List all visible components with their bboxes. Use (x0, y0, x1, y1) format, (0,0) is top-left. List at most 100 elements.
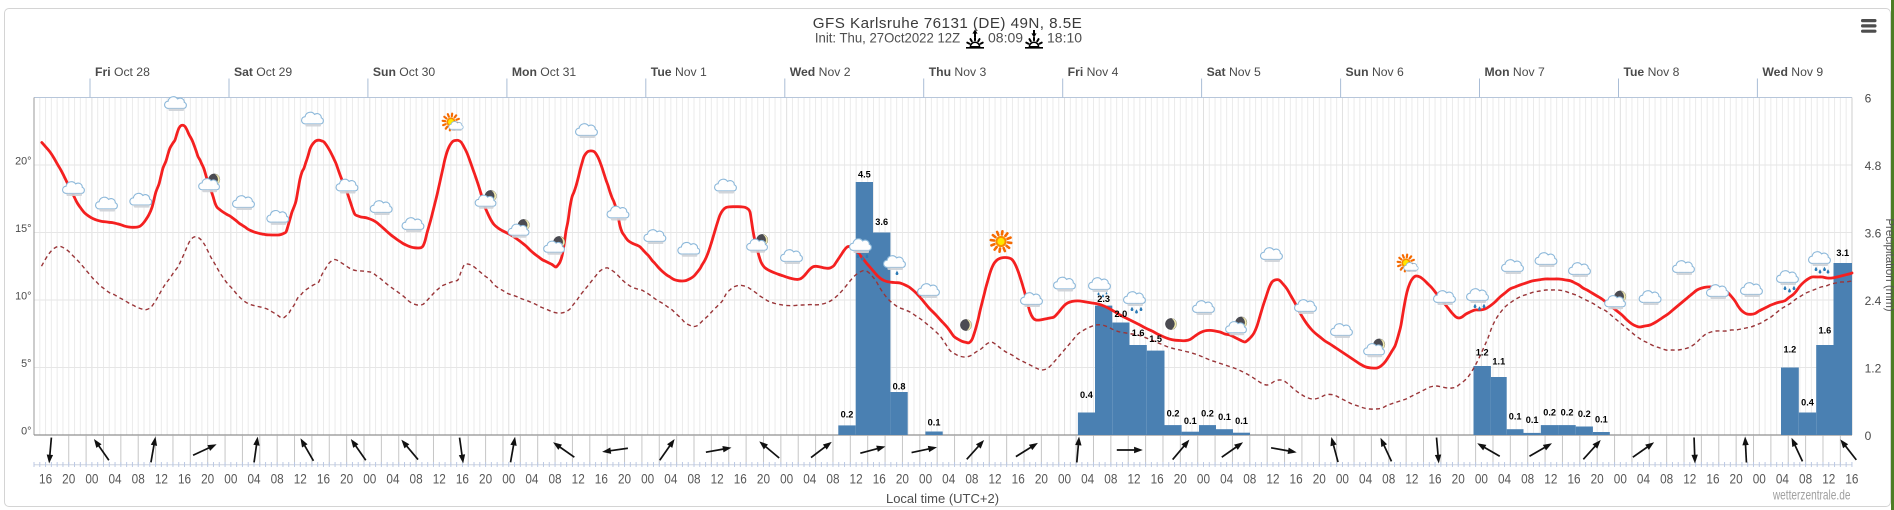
svg-text:04: 04 (1637, 470, 1650, 486)
svg-text:16: 16 (1845, 470, 1858, 486)
svg-text:00: 00 (1614, 470, 1627, 486)
svg-text:08: 08 (1382, 470, 1395, 486)
svg-text:1.6: 1.6 (1132, 328, 1145, 338)
svg-text:08: 08 (1521, 470, 1534, 486)
svg-text:1.2: 1.2 (1476, 348, 1489, 358)
svg-text:4.5: 4.5 (858, 170, 871, 180)
svg-text:16: 16 (1706, 470, 1719, 486)
svg-text:0.1: 0.1 (1526, 415, 1539, 425)
svg-text:04: 04 (247, 470, 260, 486)
svg-text:04: 04 (525, 470, 538, 486)
svg-text:Fri Oct 28: Fri Oct 28 (95, 65, 150, 79)
svg-text:00: 00 (1058, 470, 1071, 486)
svg-text:00: 00 (224, 470, 237, 486)
svg-text:04: 04 (1220, 470, 1233, 486)
svg-text:0.2: 0.2 (1201, 408, 1214, 418)
svg-text:00: 00 (780, 470, 793, 486)
svg-text:1.1: 1.1 (1492, 357, 1505, 367)
svg-text:04: 04 (1776, 470, 1789, 486)
svg-text:Sat Nov 5: Sat Nov 5 (1207, 65, 1261, 79)
svg-text:20: 20 (1313, 470, 1326, 486)
svg-text:12: 12 (294, 470, 307, 486)
svg-text:Wed Nov 2: Wed Nov 2 (790, 65, 851, 79)
svg-text:04: 04 (109, 470, 122, 486)
svg-text:0.1: 0.1 (928, 417, 941, 427)
svg-text:04: 04 (1498, 470, 1511, 486)
svg-text:20: 20 (1174, 470, 1187, 486)
svg-text:12: 12 (1544, 470, 1557, 486)
svg-text:Local time (UTC+2): Local time (UTC+2) (886, 491, 999, 506)
svg-text:Thu Nov 3: Thu Nov 3 (929, 65, 987, 79)
svg-text:0.1: 0.1 (1509, 412, 1522, 422)
svg-text:1.2: 1.2 (1865, 362, 1882, 376)
svg-text:18:10: 18:10 (1047, 29, 1082, 45)
svg-text:GFS Karlsruhe 76131 (DE) 49N,: GFS Karlsruhe 76131 (DE) 49N, 8.5E (813, 15, 1082, 32)
svg-text:00: 00 (1475, 470, 1488, 486)
svg-text:15°: 15° (15, 223, 31, 235)
svg-text:6: 6 (1865, 92, 1872, 106)
svg-text:20: 20 (1730, 470, 1743, 486)
svg-text:3.1: 3.1 (1836, 248, 1849, 258)
svg-text:0.2: 0.2 (841, 410, 854, 420)
svg-text:0.2: 0.2 (1167, 408, 1180, 418)
svg-text:00: 00 (502, 470, 515, 486)
svg-text:08: 08 (1660, 470, 1673, 486)
svg-text:12: 12 (1822, 470, 1835, 486)
svg-text:Precipitation (mm): Precipitation (mm) (1883, 218, 1894, 311)
svg-text:00: 00 (85, 470, 98, 486)
svg-text:08: 08 (1799, 470, 1812, 486)
svg-text:04: 04 (803, 470, 816, 486)
svg-text:12: 12 (1405, 470, 1418, 486)
svg-text:00: 00 (1753, 470, 1766, 486)
svg-text:12: 12 (433, 470, 446, 486)
svg-text:Sun Nov 6: Sun Nov 6 (1346, 65, 1404, 79)
svg-text:00: 00 (919, 470, 932, 486)
svg-text:04: 04 (942, 470, 955, 486)
svg-text:0.1: 0.1 (1595, 415, 1608, 425)
svg-text:0.1: 0.1 (1218, 412, 1231, 422)
svg-text:16: 16 (595, 470, 608, 486)
svg-text:Init: Thu, 27Oct2022 12Z: Init: Thu, 27Oct2022 12Z (815, 30, 960, 45)
svg-text:20: 20 (62, 470, 75, 486)
svg-text:Mon Oct 31: Mon Oct 31 (512, 65, 577, 79)
svg-text:12: 12 (850, 470, 863, 486)
svg-text:12: 12 (572, 470, 585, 486)
svg-text:Tue Nov 8: Tue Nov 8 (1623, 65, 1679, 79)
svg-text:08: 08 (271, 470, 284, 486)
svg-text:0°: 0° (21, 426, 31, 438)
svg-text:0.1: 0.1 (1235, 416, 1248, 426)
svg-text:04: 04 (386, 470, 399, 486)
svg-text:20: 20 (201, 470, 214, 486)
svg-text:2.0: 2.0 (1115, 309, 1128, 319)
svg-text:12: 12 (711, 470, 724, 486)
svg-text:wetterzentrale.de: wetterzentrale.de (1772, 487, 1851, 503)
svg-text:0.2: 0.2 (1561, 408, 1574, 418)
svg-text:Fri Nov 4: Fri Nov 4 (1068, 65, 1119, 79)
svg-text:08: 08 (826, 470, 839, 486)
svg-text:04: 04 (664, 470, 677, 486)
svg-text:2.4: 2.4 (1865, 294, 1882, 308)
svg-text:20°: 20° (15, 156, 31, 168)
svg-text:16: 16 (1567, 470, 1580, 486)
svg-text:20: 20 (1035, 470, 1048, 486)
svg-text:12: 12 (1266, 470, 1279, 486)
svg-text:20: 20 (479, 470, 492, 486)
svg-text:Mon Nov 7: Mon Nov 7 (1485, 65, 1545, 79)
svg-text:16: 16 (873, 470, 886, 486)
svg-text:0.4: 0.4 (1080, 390, 1094, 400)
svg-text:20: 20 (340, 470, 353, 486)
svg-text:0.2: 0.2 (1543, 408, 1556, 418)
svg-text:20: 20 (757, 470, 770, 486)
svg-text:10°: 10° (15, 291, 31, 303)
svg-text:16: 16 (317, 470, 330, 486)
svg-text:20: 20 (1591, 470, 1604, 486)
svg-text:12: 12 (1683, 470, 1696, 486)
svg-text:0.2: 0.2 (1578, 409, 1591, 419)
svg-text:00: 00 (1336, 470, 1349, 486)
svg-text:1.2: 1.2 (1784, 344, 1797, 354)
svg-text:16: 16 (1151, 470, 1164, 486)
svg-text:16: 16 (1012, 470, 1025, 486)
svg-text:00: 00 (363, 470, 376, 486)
svg-text:04: 04 (1081, 470, 1094, 486)
svg-text:16: 16 (456, 470, 469, 486)
